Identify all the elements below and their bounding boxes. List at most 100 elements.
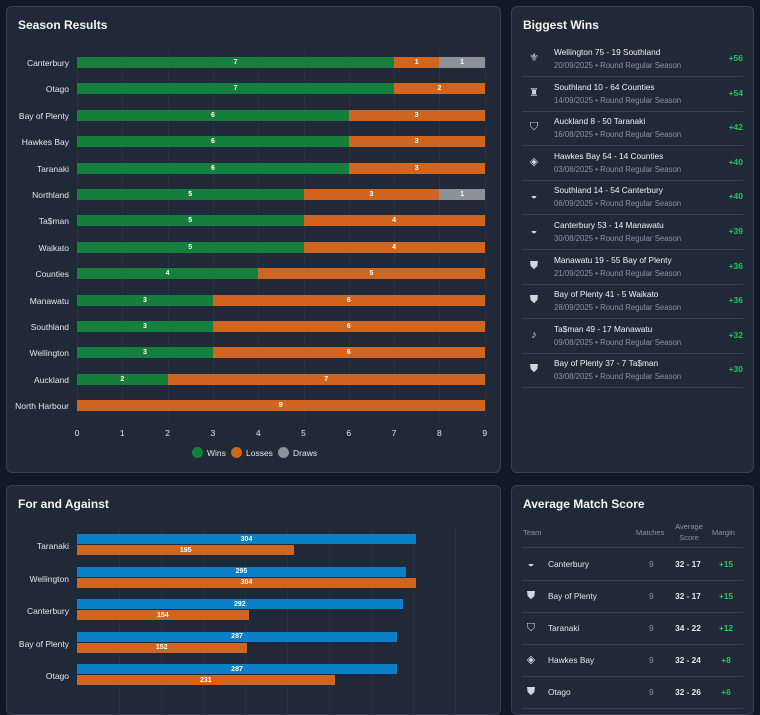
win-margin: +42 xyxy=(728,122,743,133)
losses-bar[interactable]: 6 xyxy=(212,294,485,306)
col-matches[interactable]: Matches xyxy=(636,528,665,537)
legend-losses[interactable]: Losses xyxy=(231,447,273,458)
wins-bar[interactable]: 3 xyxy=(77,347,213,359)
losses-bar[interactable]: 2 xyxy=(394,83,485,95)
table-row[interactable]: ⛉ Taranaki 9 34 - 22 +12 xyxy=(522,612,743,645)
x-tick-label: 2 xyxy=(165,428,170,438)
points-against-bar[interactable]: 154 xyxy=(77,610,249,620)
win-detail: 21/09/2025 • Round Regular Season xyxy=(554,268,682,278)
win-item[interactable]: ◒ Canterbury 53 - 14 Manawatu 30/08/2025 •… xyxy=(522,215,743,250)
win-item[interactable]: ⚜ Wellington 75 - 19 Southland 20/09/2025 … xyxy=(522,42,743,77)
category-label: Waikato xyxy=(38,242,69,253)
wins-swatch xyxy=(192,447,203,458)
wins-bar[interactable]: 6 xyxy=(77,136,349,148)
team-name: Hawkes Bay xyxy=(548,655,595,665)
losses-bar[interactable]: 5 xyxy=(258,268,485,280)
points-against-bar[interactable]: 152 xyxy=(77,642,247,653)
for-against-panel: For and Against Taranaki 304 195 Wellington… xyxy=(6,485,501,715)
col-average[interactable]: Average xyxy=(675,522,703,531)
points-against-bar[interactable]: 304 xyxy=(77,577,416,588)
average-match-score-panel: Average Match Score Team Matches Average… xyxy=(511,485,754,715)
win-detail: 03/08/2025 • Round Regular Season xyxy=(554,372,682,382)
crest-icon: ♪ xyxy=(531,328,537,341)
draws-swatch xyxy=(278,447,289,458)
table-row[interactable]: ◈ Hawkes Bay 9 32 - 24 +8 xyxy=(522,644,743,677)
team-name: Taranaki xyxy=(548,623,580,633)
x-tick-label: 8 xyxy=(437,428,442,438)
gridline xyxy=(484,51,486,421)
losses-bar[interactable]: 3 xyxy=(348,136,485,148)
losses-bar[interactable]: 4 xyxy=(303,215,485,227)
col-margin[interactable]: Margin xyxy=(712,528,735,537)
win-item[interactable]: ⛊ Bay of Plenty 37 - 7 Ta$man 03/08/2025 •… xyxy=(522,353,743,389)
category-label: Taranaki xyxy=(36,163,69,174)
losses-bar[interactable]: 3 xyxy=(348,162,485,174)
points-for-bar[interactable]: 287 xyxy=(77,631,398,642)
losses-bar[interactable]: 3 xyxy=(348,109,485,121)
win-match: Bay of Plenty 37 - 7 Ta$man xyxy=(554,358,659,369)
win-item[interactable]: ◈ Hawkes Bay 54 - 14 Counties 03/08/2025 •… xyxy=(522,146,743,181)
losses-bar[interactable]: 4 xyxy=(303,241,485,253)
matches-count: 9 xyxy=(649,623,654,633)
win-item[interactable]: ♜ Southland 10 - 64 Counties 14/09/2025 • … xyxy=(522,77,743,112)
category-label: Canterbury xyxy=(26,58,69,68)
losses-bar[interactable]: 6 xyxy=(212,347,485,359)
wins-bar[interactable]: 5 xyxy=(77,189,304,200)
win-match: Manawatu 19 - 55 Bay of Plenty xyxy=(554,254,672,265)
team-name: Canterbury xyxy=(548,559,590,569)
win-match: Canterbury 53 - 14 Manawatu xyxy=(554,220,664,230)
gridline xyxy=(329,526,330,714)
draws-bar[interactable]: 1 xyxy=(439,189,485,200)
win-item[interactable]: ⛉ Auckland 8 - 50 Taranaki 16/08/2025 • Ro… xyxy=(522,111,743,147)
category-label: Counties xyxy=(35,269,69,280)
losses-bar[interactable]: 3 xyxy=(303,189,440,200)
win-match: Ta$man 49 - 17 Manawatu xyxy=(554,323,653,334)
wins-bar[interactable]: 7 xyxy=(77,83,395,95)
wins-bar[interactable]: 3 xyxy=(77,321,213,332)
crest-icon: ⛊ xyxy=(526,686,536,698)
gridline xyxy=(167,51,169,421)
biggest-wins-title: Biggest Wins xyxy=(523,18,599,32)
legend-draws[interactable]: Draws xyxy=(278,447,317,458)
gridline xyxy=(245,526,246,714)
wins-bar[interactable]: 6 xyxy=(77,162,349,174)
points-for-bar[interactable]: 287 xyxy=(77,664,398,674)
win-match: Southland 14 - 54 Canterbury xyxy=(554,185,663,196)
table-row[interactable]: ◒ Canterbury 9 32 - 17 +15 xyxy=(522,548,743,581)
category-label: Bay of Plenty xyxy=(18,110,69,121)
wins-bar[interactable]: 5 xyxy=(77,215,304,227)
wins-bar[interactable]: 5 xyxy=(77,241,304,253)
losses-bar[interactable]: 7 xyxy=(167,373,485,385)
win-item[interactable]: ♪ Ta$man 49 - 17 Manawatu 09/08/2025 • Rou… xyxy=(522,319,743,354)
crest-icon: ⛉ xyxy=(529,121,539,134)
win-item[interactable]: ⛊ Bay of Plenty 41 - 5 Waikato 28/09/2025 … xyxy=(522,284,743,320)
wins-bar[interactable]: 6 xyxy=(77,109,349,121)
legend-wins[interactable]: Wins xyxy=(192,447,226,458)
win-detail: 06/09/2025 • Round Regular Season xyxy=(554,199,682,209)
losses-bar[interactable]: 6 xyxy=(212,321,485,332)
points-for-bar[interactable]: 295 xyxy=(77,566,406,577)
category-label: Canterbury xyxy=(26,606,69,616)
points-for-bar[interactable]: 304 xyxy=(77,534,416,544)
gridline xyxy=(161,526,162,714)
points-against-bar[interactable]: 195 xyxy=(77,545,295,555)
win-item[interactable]: ⛊ Manawatu 19 - 55 Bay of Plenty 21/09/202… xyxy=(522,250,743,285)
category-label: Wellington xyxy=(29,573,69,584)
table-row[interactable]: ⛊ Otago 9 32 - 26 +6 xyxy=(522,676,743,709)
wins-bar[interactable]: 4 xyxy=(77,268,259,280)
wins-bar[interactable]: 7 xyxy=(77,57,395,68)
wins-bar[interactable]: 2 xyxy=(77,373,168,385)
points-for-bar[interactable]: 292 xyxy=(77,599,403,609)
losses-bar[interactable]: 9 xyxy=(77,400,485,412)
gridline xyxy=(77,51,78,421)
draws-bar[interactable]: 1 xyxy=(439,57,485,68)
table-row[interactable]: ⛊ Bay of Plenty 9 32 - 17 +15 xyxy=(522,580,743,613)
points-against-bar[interactable]: 231 xyxy=(77,675,335,685)
wins-bar[interactable]: 3 xyxy=(77,294,213,306)
average-score: 34 - 22 xyxy=(675,623,701,633)
win-item[interactable]: ◒ Southland 14 - 54 Canterbury 06/09/2025 … xyxy=(522,180,743,216)
category-label: Manawatu xyxy=(29,295,69,306)
col-team[interactable]: Team xyxy=(523,528,542,537)
win-margin: +40 xyxy=(728,156,743,167)
losses-bar[interactable]: 1 xyxy=(394,57,440,68)
